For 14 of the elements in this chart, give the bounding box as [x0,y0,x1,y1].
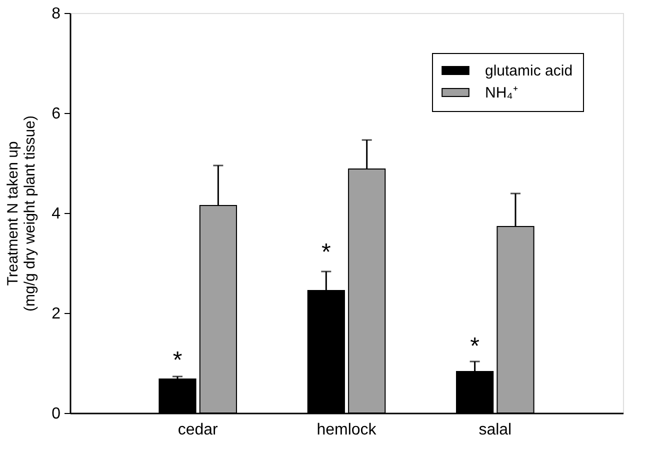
annotation: * [470,333,480,360]
legend-label: glutamic acid [485,62,573,80]
y-tick-label: 2 [52,306,61,322]
y-tick-label: 8 [52,6,61,22]
y-tick-label: 0 [52,406,61,422]
y-tick-label: 4 [52,206,61,222]
annotation: * [172,347,182,374]
legend-label: NH₄⁺ [485,84,518,102]
x-tick-label: hemlock [316,422,378,438]
x-tick-label: cedar [178,422,219,438]
annotation: * [321,239,331,266]
y-axis-title: Treatment N taken up (mg/g dry weight plant tissue) [4,116,39,312]
x-tick-label: salal [478,422,512,438]
y-tick-label: 6 [52,106,61,122]
